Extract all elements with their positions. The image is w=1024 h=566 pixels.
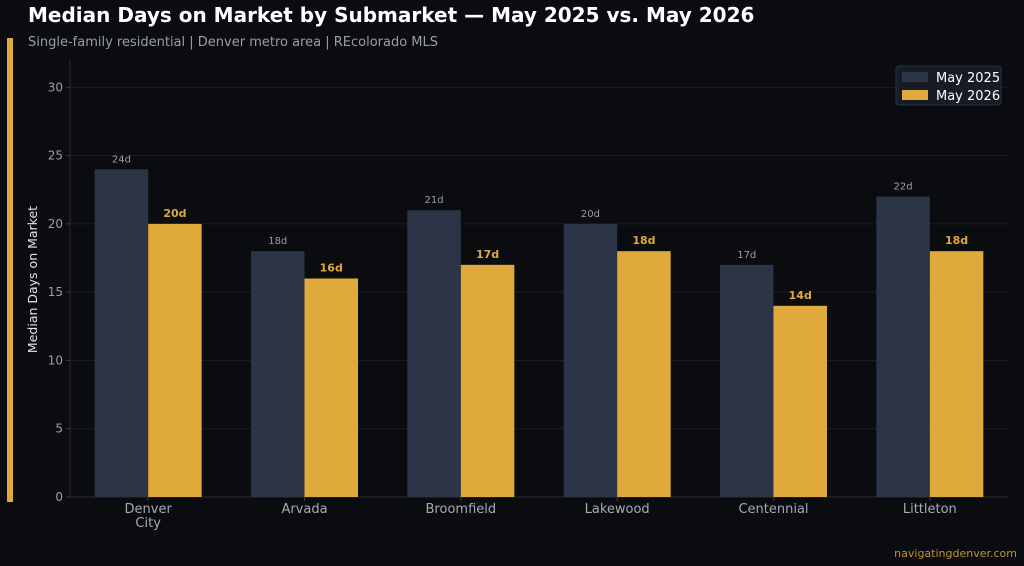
- data-label: 18d: [945, 234, 968, 247]
- data-label: 20d: [581, 209, 600, 220]
- x-tick-label: Broomfield: [426, 502, 497, 517]
- y-tick-label: 0: [55, 490, 63, 504]
- data-label: 20d: [163, 207, 186, 220]
- y-tick-label: 20: [48, 217, 63, 231]
- bar-may-2025: [94, 169, 149, 497]
- bar-may-2026: [773, 305, 827, 497]
- bar-may-2026: [929, 251, 984, 497]
- y-tick-label: 30: [48, 80, 63, 94]
- bar-may-2026: [460, 264, 515, 497]
- bar-may-2025: [407, 210, 461, 497]
- x-tick-label: Centennial: [738, 502, 808, 517]
- credit-text: navigatingdenver.com: [894, 547, 1017, 560]
- bar-may-2025: [251, 251, 305, 497]
- legend-label: May 2026: [936, 89, 1000, 104]
- bar-may-2025: [563, 223, 618, 497]
- x-tick-label: Lakewood: [585, 502, 650, 517]
- data-label: 16d: [320, 262, 343, 275]
- bar-may-2026: [304, 278, 358, 497]
- data-label: 18d: [632, 234, 655, 247]
- x-tick-label: Arvada: [281, 502, 327, 517]
- data-label: 24d: [112, 154, 131, 165]
- y-tick-label: 15: [48, 285, 63, 299]
- data-label: 17d: [476, 248, 499, 261]
- data-label: 14d: [789, 289, 812, 302]
- x-tick-label: Littleton: [903, 502, 957, 517]
- legend-label: May 2025: [936, 71, 1000, 86]
- bar-may-2025: [720, 264, 774, 497]
- legend-swatch: [902, 90, 928, 100]
- accent-bar: [7, 38, 13, 502]
- x-tick-label: Denver City: [125, 502, 173, 531]
- bar-may-2026: [148, 223, 202, 497]
- y-tick-label: 10: [48, 353, 63, 367]
- y-tick-label: 5: [55, 422, 63, 436]
- bar-may-2026: [617, 251, 671, 497]
- data-label: 18d: [268, 236, 287, 247]
- data-label: 21d: [425, 195, 444, 206]
- data-label: 17d: [737, 250, 756, 261]
- legend-swatch: [902, 72, 928, 82]
- bar-may-2025: [876, 196, 930, 497]
- chart-title: Median Days on Market by Submarket — May…: [28, 3, 755, 27]
- y-tick-label: 25: [48, 149, 63, 163]
- data-label: 22d: [894, 182, 913, 193]
- y-axis-label: Median Days on Market: [25, 206, 40, 353]
- chart-subtitle: Single-family residential | Denver metro…: [28, 35, 439, 50]
